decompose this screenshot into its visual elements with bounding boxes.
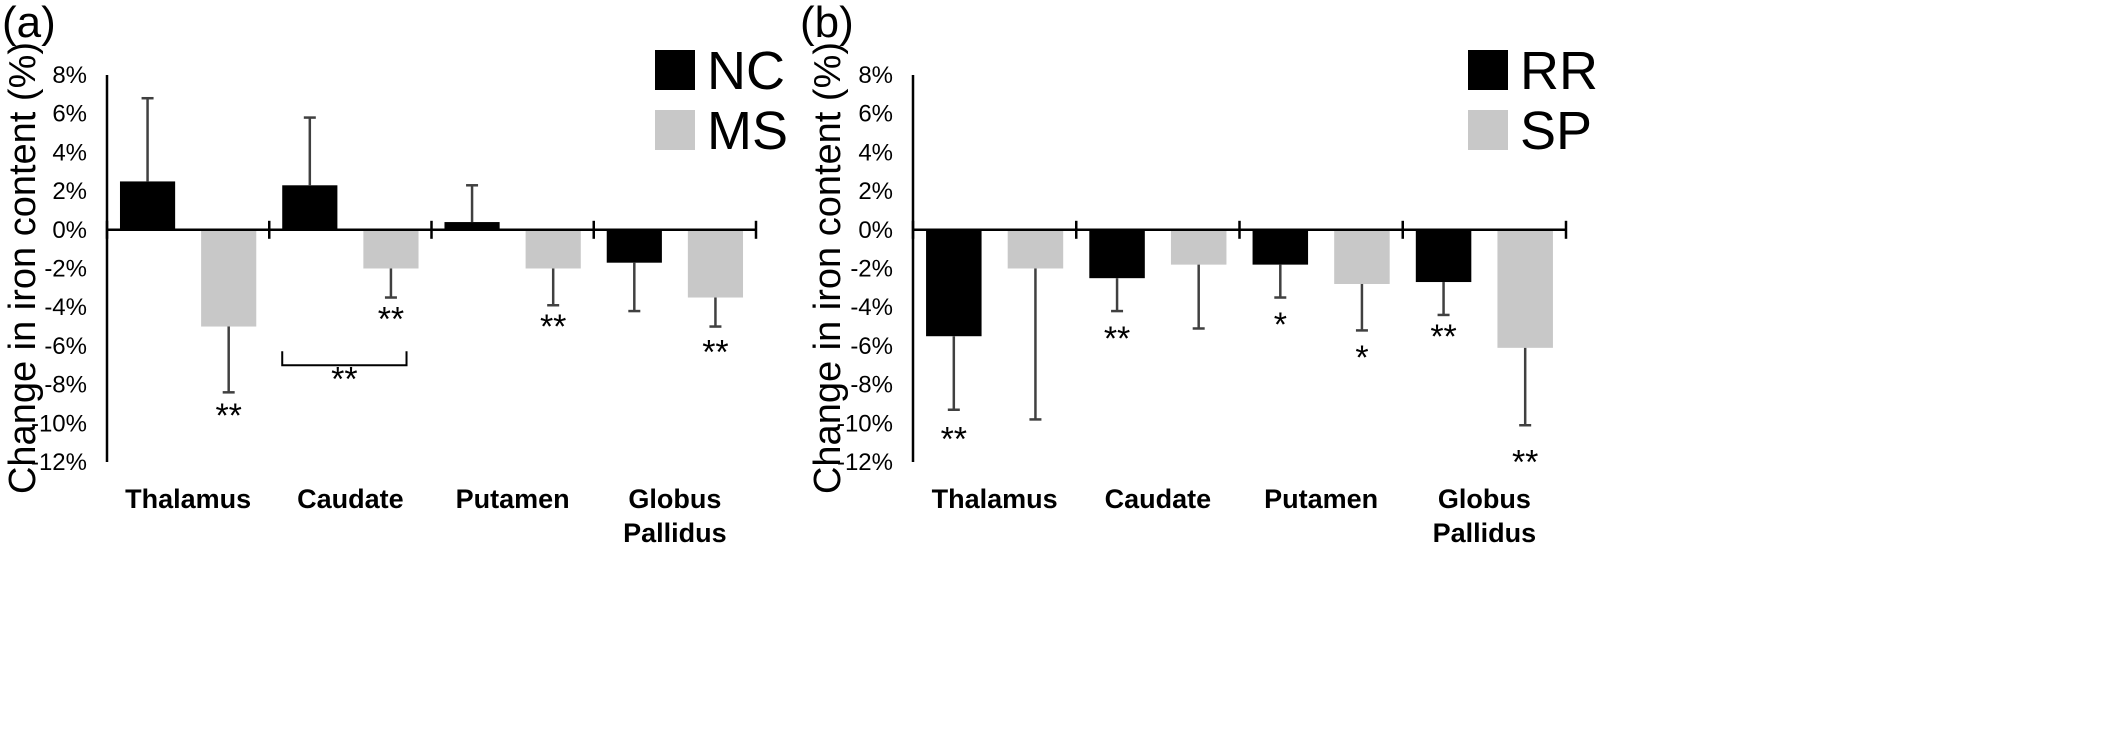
y-tick-label: -8% bbox=[44, 372, 87, 399]
y-tick-label: -6% bbox=[850, 333, 893, 360]
y-tick-label: -4% bbox=[850, 294, 893, 321]
y-tick-label: -8% bbox=[850, 372, 893, 399]
y-tick-label: 0% bbox=[858, 217, 893, 244]
y-tick-label: -10% bbox=[31, 410, 87, 437]
significance-marker: ** bbox=[1430, 318, 1456, 356]
category-label: Thalamus bbox=[932, 484, 1058, 514]
bar-sp bbox=[1170, 229, 1227, 265]
bar-sp bbox=[1334, 229, 1390, 284]
legend-swatch-nc bbox=[655, 50, 695, 90]
y-tick-label: -10% bbox=[837, 410, 893, 437]
bar-rr bbox=[1252, 229, 1309, 265]
significance-marker: ** bbox=[215, 397, 241, 435]
y-tick-label: -2% bbox=[850, 256, 893, 283]
y-tick-label: -12% bbox=[837, 449, 893, 476]
significance-marker: ** bbox=[1104, 320, 1130, 358]
legend-swatch-ms bbox=[655, 110, 695, 150]
significance-marker: ** bbox=[378, 300, 404, 338]
y-tick-label: -2% bbox=[44, 256, 87, 283]
bar-ms bbox=[687, 229, 744, 298]
y-tick-label: 0% bbox=[52, 217, 87, 244]
y-axis-label: Change in iron content (%) bbox=[2, 42, 44, 494]
significance-marker: ** bbox=[540, 308, 566, 346]
y-tick-label: 8% bbox=[858, 62, 893, 89]
legend-label-rr: RR bbox=[1520, 41, 1598, 101]
y-tick-label: 4% bbox=[52, 139, 87, 166]
significance-marker: ** bbox=[1512, 444, 1538, 482]
y-tick-label: -6% bbox=[44, 333, 87, 360]
significance-marker: * bbox=[1274, 306, 1287, 344]
bar-sp bbox=[1007, 229, 1064, 269]
panel-label: (a) bbox=[2, 0, 56, 47]
legend-label-sp: SP bbox=[1520, 101, 1592, 161]
y-tick-label: 2% bbox=[858, 178, 893, 205]
category-label: Globus Pallidus bbox=[1433, 484, 1537, 548]
y-tick-label: 6% bbox=[52, 101, 87, 128]
bar-sp bbox=[1497, 229, 1553, 348]
panel-a: (a)Change in iron content (%) 8% 6% 4% 2% 0% -… bbox=[2, 0, 788, 548]
category-label: Putamen bbox=[456, 484, 570, 514]
significance-marker: ** bbox=[331, 360, 357, 398]
bar-nc bbox=[444, 222, 500, 230]
significance-marker: ** bbox=[941, 420, 967, 458]
y-tick-label: -12% bbox=[31, 449, 87, 476]
bar-ms bbox=[363, 229, 419, 269]
panel-b: (b)Change in iron content (%) 8% 6% 4% 2% 0% -… bbox=[800, 0, 1598, 548]
category-label: Globus Pallidus bbox=[623, 484, 727, 548]
y-tick-label: -4% bbox=[44, 294, 87, 321]
significance-bracket bbox=[281, 351, 408, 367]
bar-nc bbox=[606, 229, 662, 263]
y-tick-label: 6% bbox=[858, 101, 893, 128]
category-label: Thalamus bbox=[125, 484, 251, 514]
significance-marker: ** bbox=[702, 333, 728, 371]
bar-rr bbox=[926, 229, 982, 337]
bar-nc bbox=[282, 185, 338, 230]
y-axis-label: Change in iron content (%) bbox=[807, 42, 849, 494]
significance-marker: * bbox=[1355, 339, 1368, 377]
bar-ms bbox=[525, 229, 581, 269]
y-tick-label: 8% bbox=[52, 62, 87, 89]
category-label: Putamen bbox=[1264, 484, 1378, 514]
category-label: Caudate bbox=[297, 484, 404, 514]
panel-label: (b) bbox=[800, 0, 854, 47]
y-tick-label: 4% bbox=[858, 139, 893, 166]
bar-ms bbox=[201, 229, 257, 327]
bar-nc bbox=[119, 181, 176, 230]
legend-label-nc: NC bbox=[707, 41, 785, 101]
y-tick-label: 2% bbox=[52, 178, 87, 205]
legend-label-ms: MS bbox=[707, 101, 788, 161]
legend-swatch-sp bbox=[1468, 110, 1508, 150]
bar-rr bbox=[1415, 229, 1472, 283]
category-label: Caudate bbox=[1105, 484, 1212, 514]
bar-rr bbox=[1089, 229, 1145, 279]
legend-swatch-rr bbox=[1468, 50, 1508, 90]
